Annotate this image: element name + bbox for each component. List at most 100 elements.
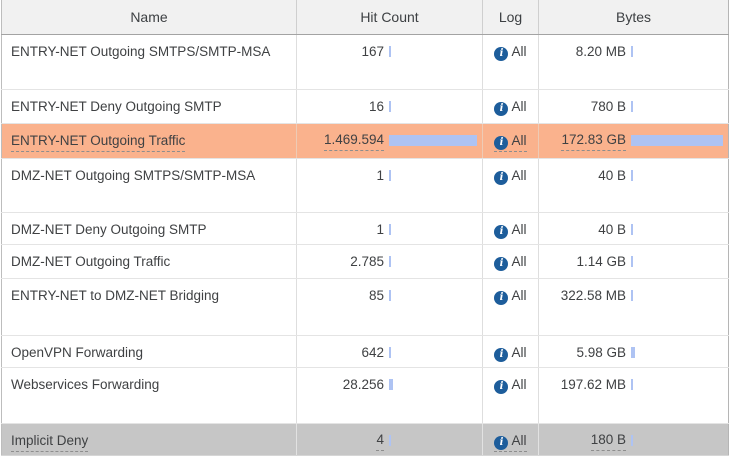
- log-wrap: i All: [494, 167, 527, 185]
- log-value: All: [511, 43, 527, 59]
- hit-count-bar: [389, 255, 391, 267]
- bytes-value: 172.83 GB: [561, 130, 626, 151]
- log-value: All: [511, 98, 527, 114]
- log-value: All: [511, 253, 527, 269]
- log-wrap: i All: [494, 43, 527, 61]
- bytes-cell: 40 B: [538, 158, 729, 213]
- firewall-rules-table: Name Hit Count Log Bytes ENTRY-NET Outgo…: [1, 0, 729, 456]
- bytes-value: 322.58 MB: [560, 287, 626, 303]
- hit-count-cell: 1.469.594: [296, 123, 483, 159]
- rule-row[interactable]: DMZ-NET Deny Outgoing SMTP 1 i All 40 B: [1, 212, 729, 245]
- info-icon[interactable]: i: [494, 379, 509, 394]
- info-icon[interactable]: i: [494, 170, 509, 185]
- info-icon[interactable]: i: [494, 224, 509, 239]
- log-cell: i All: [482, 34, 539, 90]
- rule-name-cell: ENTRY-NET Deny Outgoing SMTP: [1, 89, 297, 124]
- bytes-wrap: 197.62 MB: [539, 375, 728, 394]
- rule-name-cell: Webservices Forwarding: [1, 367, 297, 424]
- bytes-bar: [631, 378, 633, 390]
- bytes-wrap: 1.14 GB: [539, 252, 728, 271]
- rule-name-cell: DMZ-NET Outgoing SMTPS/SMTP-MSA: [1, 158, 297, 213]
- bytes-bar: [631, 346, 635, 358]
- bytes-cell: 172.83 GB: [538, 123, 729, 159]
- log-cell: i All: [482, 212, 539, 245]
- rule-row[interactable]: OpenVPN Forwarding 642 i All 5.98 GB: [1, 335, 729, 368]
- rule-name: ENTRY-NET Outgoing SMTPS/SMTP-MSA: [11, 43, 271, 59]
- hit-count-cell: 1: [296, 212, 483, 245]
- rule-row[interactable]: Webservices Forwarding 28.256 i All 197.…: [1, 367, 729, 424]
- header-row: Name Hit Count Log Bytes: [1, 0, 729, 35]
- bytes-cell: 180 B: [538, 423, 729, 456]
- bytes-value: 180 B: [590, 430, 626, 451]
- hit-count-value: 167: [361, 43, 384, 59]
- hit-count-cell: 85: [296, 278, 483, 336]
- bytes-cell: 322.58 MB: [538, 278, 729, 336]
- hit-count-bar: [389, 134, 477, 146]
- bytes-bar: [631, 169, 633, 181]
- info-icon[interactable]: i: [494, 347, 509, 362]
- bytes-cell: 5.98 GB: [538, 335, 729, 368]
- bytes-cell: 197.62 MB: [538, 367, 729, 424]
- hit-count-wrap: 16: [297, 97, 482, 116]
- log-wrap: i All: [494, 253, 527, 271]
- rule-name: ENTRY-NET Outgoing Traffic: [11, 131, 186, 152]
- hit-count-value: 85: [368, 287, 384, 303]
- bytes-bar: [631, 45, 633, 57]
- hit-count-value: 16: [368, 98, 384, 114]
- hit-count-wrap: 2.785: [297, 252, 482, 271]
- rule-row[interactable]: DMZ-NET Outgoing Traffic 2.785 i All 1.1…: [1, 244, 729, 279]
- rule-row[interactable]: Implicit Deny 4 i All 180 B: [1, 423, 729, 456]
- log-value: All: [511, 432, 527, 448]
- rule-row[interactable]: DMZ-NET Outgoing SMTPS/SMTP-MSA 1 i All …: [1, 158, 729, 213]
- hit-count-bar: [389, 169, 391, 181]
- hit-count-value: 1.469.594: [323, 130, 384, 151]
- log-cell: i All: [482, 89, 539, 124]
- rule-row[interactable]: ENTRY-NET Outgoing SMTPS/SMTP-MSA 167 i …: [1, 34, 729, 90]
- hit-count-wrap: 1: [297, 166, 482, 185]
- hit-count-bar: [389, 100, 391, 112]
- bytes-value: 1.14 GB: [576, 253, 626, 269]
- bytes-wrap: 8.20 MB: [539, 42, 728, 61]
- column-header-log[interactable]: Log: [482, 0, 539, 35]
- rule-name: ENTRY-NET Deny Outgoing SMTP: [11, 98, 222, 114]
- bytes-cell: 780 B: [538, 89, 729, 124]
- rule-row[interactable]: ENTRY-NET Outgoing Traffic 1.469.594 i A…: [1, 123, 729, 159]
- rule-row[interactable]: ENTRY-NET to DMZ-NET Bridging 85 i All 3…: [1, 278, 729, 336]
- rule-name: OpenVPN Forwarding: [11, 344, 144, 360]
- hit-count-bar: [389, 223, 391, 235]
- hit-count-wrap: 1: [297, 220, 482, 239]
- rule-row[interactable]: ENTRY-NET Deny Outgoing SMTP 16 i All 78…: [1, 89, 729, 124]
- table-header: Name Hit Count Log Bytes: [1, 0, 729, 35]
- info-icon[interactable]: i: [494, 135, 509, 150]
- rule-name-cell: ENTRY-NET Outgoing Traffic: [1, 123, 297, 159]
- hit-count-wrap: 1.469.594: [297, 130, 482, 151]
- column-header-bytes[interactable]: Bytes: [538, 0, 729, 35]
- rule-name: ENTRY-NET to DMZ-NET Bridging: [11, 287, 220, 303]
- rule-name: DMZ-NET Outgoing SMTPS/SMTP-MSA: [11, 167, 256, 183]
- bytes-wrap: 172.83 GB: [539, 130, 728, 151]
- rule-name-cell: Implicit Deny: [1, 423, 297, 456]
- rule-name-cell: ENTRY-NET to DMZ-NET Bridging: [1, 278, 297, 336]
- hit-count-wrap: 28.256: [297, 375, 482, 394]
- bytes-wrap: 180 B: [539, 430, 728, 451]
- log-wrap: i All: [494, 376, 527, 394]
- hit-count-bar: [389, 45, 391, 57]
- info-icon[interactable]: i: [494, 46, 509, 61]
- info-icon[interactable]: i: [494, 101, 509, 116]
- log-wrap: i All: [494, 344, 527, 362]
- info-icon[interactable]: i: [494, 256, 509, 271]
- rule-name-cell: OpenVPN Forwarding: [1, 335, 297, 368]
- column-header-name[interactable]: Name: [1, 0, 297, 35]
- bytes-bar: [631, 134, 723, 146]
- rule-name: DMZ-NET Deny Outgoing SMTP: [11, 221, 207, 237]
- column-header-hit-count[interactable]: Hit Count: [296, 0, 483, 35]
- info-icon[interactable]: i: [494, 290, 509, 305]
- bytes-bar: [631, 434, 633, 446]
- bytes-value: 5.98 GB: [576, 344, 626, 360]
- log-cell: i All: [482, 123, 539, 159]
- hit-count-value: 4: [376, 430, 384, 451]
- bytes-wrap: 322.58 MB: [539, 286, 728, 305]
- info-icon[interactable]: i: [494, 435, 509, 450]
- log-value: All: [511, 167, 527, 183]
